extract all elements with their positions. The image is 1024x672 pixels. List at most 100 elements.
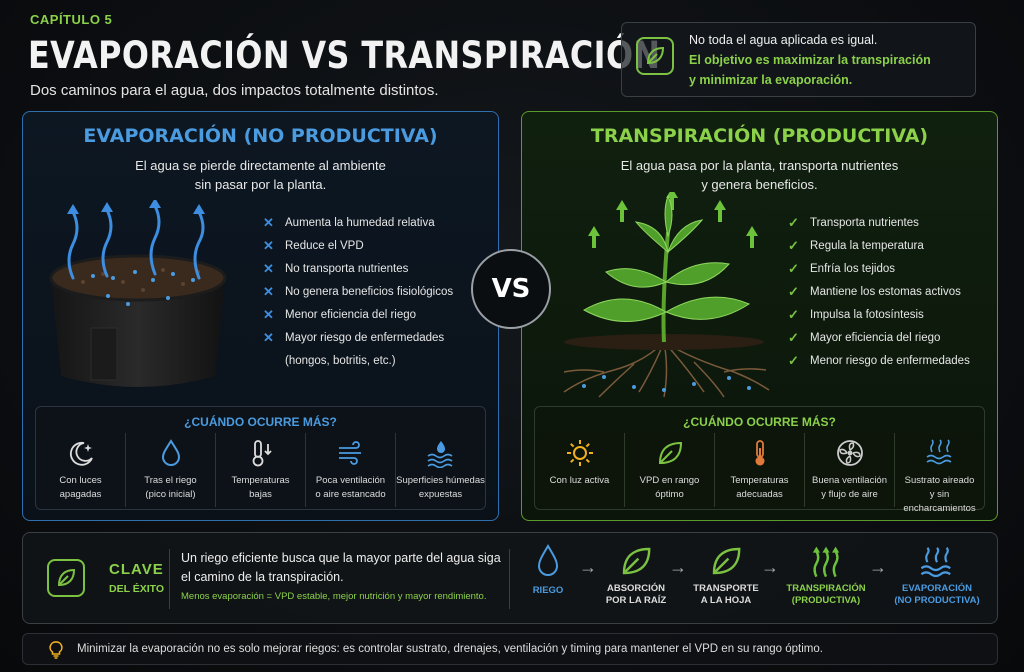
when-item: Poca ventilación o aire estancado	[305, 433, 395, 507]
transpiration-benefits-list: ✓ Transporta nutrientes ✓ Regula la temper…	[788, 211, 970, 372]
evaporation-icon	[920, 547, 951, 578]
when-item: Temperaturas bajas	[215, 433, 305, 507]
key-to-success-box: CLAVE DEL ÉXITO Un riego eficiente busca…	[22, 532, 998, 624]
check-icon: ✓	[788, 237, 799, 253]
transpiration-when-title: ¿CUÁNDO OCURRE MÁS?	[683, 415, 836, 429]
transpiration-description: El agua pasa por la planta, transporta n…	[522, 156, 997, 194]
list-item: ✓ Mantiene los estomas activos	[788, 283, 961, 299]
when-item: Buena ventilación y flujo de aire	[804, 433, 894, 507]
leaf-icon	[47, 559, 85, 597]
flow-step-riego: RIEGO	[523, 543, 573, 597]
leaf-icon	[622, 547, 651, 575]
flow-step-transpiracion: TRANSPIRACIÓN (PRODUCTIVA)	[783, 543, 869, 607]
wind-icon	[338, 441, 361, 465]
list-item: ✓ Transporta nutrientes	[788, 214, 919, 230]
arrow-right-icon: →	[669, 557, 687, 577]
evaporation-desc-line-2: sin pasar por la planta.	[194, 177, 327, 192]
transpiration-desc-line-2: y genera beneficios.	[701, 177, 818, 192]
leaf-icon	[712, 547, 741, 575]
evaporation-panel: EVAPORACIÓN (NO PRODUCTIVA) El agua se p…	[22, 111, 499, 521]
transpiration-desc-line-1: El agua pasa por la planta, transporta n…	[620, 158, 899, 173]
water-drop-icon	[537, 544, 559, 576]
evaporation-when-title: ¿CUÁNDO OCURRE MÁS?	[184, 415, 337, 429]
key-text-line-1: Un riego eficiente busca que la mayor pa…	[181, 551, 501, 565]
flow-step-absorcion: ABSORCIÓN POR LA RAÍZ	[601, 543, 671, 607]
list-item: ✓ Enfría los tejidos	[788, 260, 896, 276]
arrow-right-icon: →	[579, 557, 597, 577]
list-item: ✕ Mayor riesgo de enfermedades	[263, 329, 445, 345]
water-surface-icon	[427, 441, 452, 468]
arrow-right-icon: →	[869, 557, 887, 577]
when-item: Con luz activa	[535, 433, 624, 507]
flow-step-evaporacion: EVAPORACIÓN (NO PRODUCTIVA)	[889, 543, 985, 607]
aerated-substrate-icon	[926, 439, 951, 465]
key-sublabel: DEL ÉXITO	[109, 583, 165, 595]
when-item: Sustrato aireado y sin encharcamientos	[894, 433, 984, 514]
when-item: Temperaturas adecuadas	[714, 433, 804, 507]
thermometer-icon	[755, 440, 764, 466]
cross-icon: ✕	[263, 306, 274, 322]
vapor-up-icon	[812, 546, 840, 578]
thermometer-down-icon	[252, 440, 272, 467]
list-item: ✓ Regula la temperatura	[788, 237, 924, 253]
chapter-label: CAPÍTULO 5	[30, 12, 113, 27]
list-item: ✕ Reduce el VPD	[263, 237, 364, 253]
key-text-line-2: el camino de la transpiración.	[181, 570, 344, 584]
check-icon: ✓	[788, 306, 799, 322]
cross-icon: ✕	[263, 214, 274, 230]
note-box: No toda el agua aplicada es igual. El ob…	[621, 22, 976, 97]
key-highlight: Menos evaporación = VPD estable, mejor n…	[181, 591, 487, 602]
tip-bar: Minimizar la evaporación no es solo mejo…	[22, 633, 998, 665]
check-icon: ✓	[788, 283, 799, 299]
evaporation-when-box: ¿CUÁNDO OCURRE MÁS? Con luces apagadas Tr…	[35, 406, 486, 510]
check-icon: ✓	[788, 260, 799, 276]
when-item: Superficies húmedas expuestas	[395, 433, 485, 507]
transpiration-title: TRANSPIRACIÓN (PRODUCTIVA)	[590, 125, 929, 147]
note-line-3: y minimizar la evaporación.	[689, 73, 853, 87]
list-item-continuation: (hongos, botritis, etc.)	[285, 354, 396, 367]
when-item: Con luces apagadas	[36, 433, 125, 507]
when-item: VPD en rango óptimo	[624, 433, 714, 507]
note-line-1: No toda el agua aplicada es igual.	[689, 33, 878, 47]
divider	[509, 549, 510, 609]
plant-illustration	[563, 192, 770, 398]
cross-icon: ✕	[263, 329, 274, 345]
vs-badge: VS	[471, 249, 551, 329]
moon-icon	[69, 441, 93, 466]
list-item: ✕ No transporta nutrientes	[263, 260, 409, 276]
divider	[169, 549, 170, 609]
list-item: ✕ No genera beneficios fisiológicos	[263, 283, 454, 299]
page-title: EVAPORACIÓN VS TRANSPIRACIÓN	[28, 34, 661, 77]
note-line-2: El objetivo es maximizar la transpiració…	[689, 53, 931, 67]
page-subtitle: Dos caminos para el agua, dos impactos t…	[30, 82, 439, 99]
list-item: ✓ Impulsa la fotosíntesis	[788, 306, 924, 322]
leaf-icon	[658, 441, 682, 465]
fan-icon	[836, 440, 863, 466]
sun-icon	[566, 440, 593, 466]
grow-bag-illustration	[49, 200, 227, 387]
cross-icon: ✕	[263, 260, 274, 276]
evaporation-effects-list: ✕ Aumenta la humedad relativa ✕ Reduce el …	[263, 211, 453, 372]
check-icon: ✓	[788, 329, 799, 345]
check-icon: ✓	[788, 352, 799, 368]
water-drop-icon	[161, 439, 180, 466]
evaporation-description: El agua se pierde directamente al ambien…	[23, 156, 498, 194]
flow-step-transporte: TRANSPORTE A LA HOJA	[691, 543, 761, 607]
list-item: ✕ Aumenta la humedad relativa	[263, 214, 435, 230]
tip-text: Minimizar la evaporación no es solo mejo…	[77, 643, 823, 655]
when-item: Tras el riego (pico inicial)	[125, 433, 215, 507]
lightbulb-icon	[49, 641, 63, 659]
cross-icon: ✕	[263, 283, 274, 299]
transpiration-when-box: ¿CUÁNDO OCURRE MÁS? Con luz activa VPD e…	[534, 406, 985, 514]
evaporation-desc-line-1: El agua se pierde directamente al ambien…	[135, 158, 386, 173]
key-label: CLAVE	[109, 561, 164, 578]
list-item: ✓ Mayor eficiencia del riego	[788, 329, 941, 345]
evaporation-title: EVAPORACIÓN (NO PRODUCTIVA)	[83, 125, 438, 147]
list-item: ✓ Menor riesgo de enfermedades	[788, 352, 970, 368]
check-icon: ✓	[788, 214, 799, 230]
arrow-right-icon: →	[761, 557, 779, 577]
leaf-icon	[636, 37, 674, 75]
transpiration-panel: TRANSPIRACIÓN (PRODUCTIVA) El agua pasa …	[521, 111, 998, 521]
list-item: ✕ Menor eficiencia del riego	[263, 306, 417, 322]
cross-icon: ✕	[263, 237, 274, 253]
